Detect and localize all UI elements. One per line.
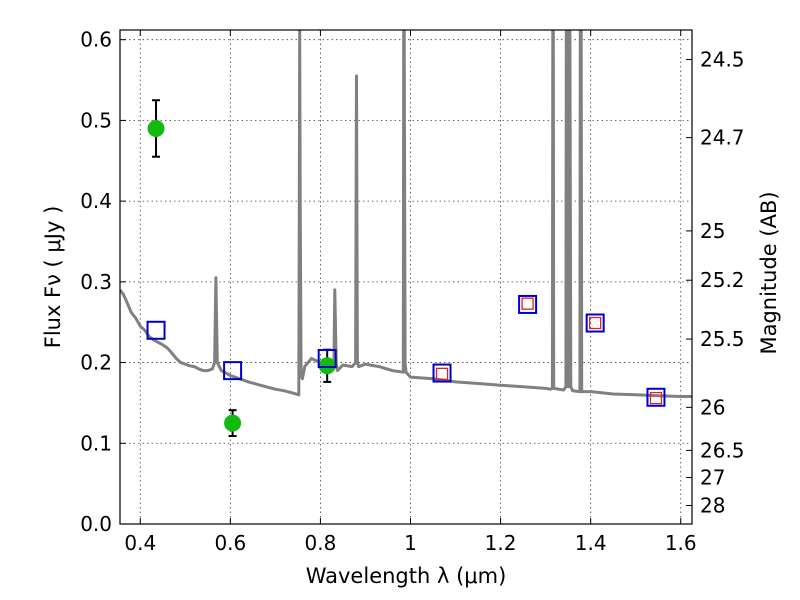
model-flux-square <box>317 349 337 369</box>
model-flux-square <box>432 363 452 383</box>
y-tick-label: 0.0 <box>80 512 112 536</box>
y-axis-title: Flux Fν ( μJy ) <box>41 206 65 349</box>
y-tick-label: 0.2 <box>80 351 112 375</box>
model-flux-square-small <box>649 391 663 405</box>
y-tick-label: 0.1 <box>80 431 112 455</box>
y2-tick-label: 24.5 <box>700 47 745 71</box>
plot-frame <box>119 29 693 525</box>
y2-tick-label: 26.5 <box>700 438 745 462</box>
y-tick-label: 0.3 <box>80 270 112 294</box>
y2-axis-title: Magnitude (AB) <box>757 191 781 354</box>
y2-tick-label: 26 <box>700 395 725 419</box>
y2-tick-label: 28 <box>700 494 725 518</box>
y2-tick-label: 25.5 <box>700 327 745 351</box>
y2-tick-label: 25.2 <box>700 268 745 292</box>
x-tick-label: 1 <box>404 531 417 555</box>
axis-ticks <box>120 30 692 525</box>
axis-labels: 0.4 0.6 0.8 1 1.2 1.4 1.6 0.0 0.1 0.2 0.3 0.4 0.5 0.6… <box>80 28 744 555</box>
model-flux-square <box>518 294 538 314</box>
y-tick-label: 0.5 <box>80 108 112 132</box>
y2-tick-label: 25 <box>700 219 725 243</box>
plot-area <box>120 30 692 438</box>
model-flux-square <box>146 320 166 340</box>
model-flux-square-small <box>521 297 534 310</box>
y-tick-label: 0.6 <box>80 28 112 52</box>
x-tick-label: 0.8 <box>305 531 337 555</box>
x-axis-title: Wavelength λ (μm) <box>306 564 507 588</box>
y2-tick-label: 24.7 <box>700 126 745 150</box>
y-tick-label: 0.4 <box>80 189 112 213</box>
model-flux-square <box>646 387 666 407</box>
x-tick-label: 1.4 <box>575 531 607 555</box>
model-flux-square <box>223 361 243 381</box>
model-flux-square <box>585 313 605 333</box>
x-tick-label: 0.4 <box>124 531 156 555</box>
y2-tick-label: 27 <box>700 466 725 490</box>
x-tick-label: 0.6 <box>214 531 246 555</box>
model-flux-square-small <box>435 367 449 381</box>
x-tick-label: 1.2 <box>485 531 517 555</box>
x-tick-label: 1.6 <box>665 531 697 555</box>
observed-flux-point <box>147 119 165 137</box>
observed-flux-point <box>224 414 242 432</box>
model-spectrum-line <box>120 30 692 398</box>
model-flux-square-small <box>589 316 602 330</box>
observed-flux-point <box>318 357 336 375</box>
